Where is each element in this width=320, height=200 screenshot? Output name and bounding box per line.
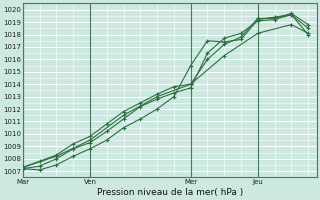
X-axis label: Pression niveau de la mer( hPa ): Pression niveau de la mer( hPa )	[97, 188, 243, 197]
